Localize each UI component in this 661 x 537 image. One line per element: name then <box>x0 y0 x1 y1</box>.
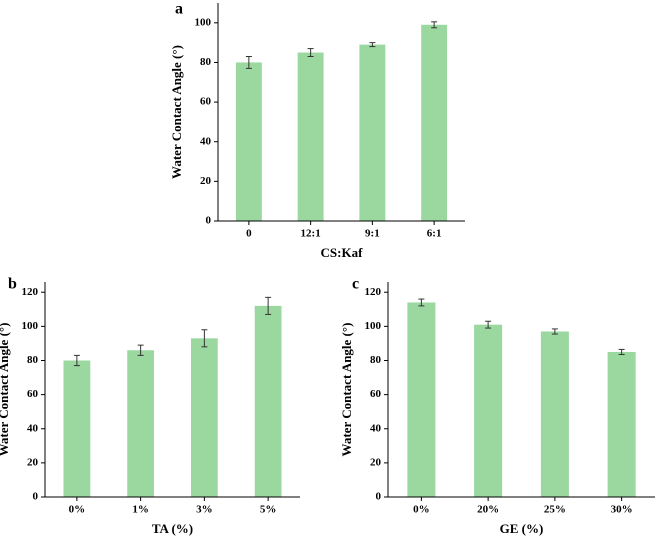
x-axis-label: CS:Kaf <box>321 245 364 260</box>
y-tick-label: 20 <box>370 456 382 468</box>
y-tick-label: 0 <box>376 491 382 503</box>
y-tick-label: 40 <box>27 422 39 434</box>
bar <box>297 52 324 221</box>
y-axis-label: Water Contact Angle (°) <box>169 45 184 179</box>
x-tick-label: 1% <box>132 504 149 516</box>
bar <box>235 62 262 221</box>
y-tick-label: 120 <box>365 286 382 298</box>
y-tick-label: 60 <box>200 96 212 108</box>
y-tick-label: 20 <box>27 456 39 468</box>
y-tick-label: 60 <box>27 388 39 400</box>
bar <box>359 44 386 222</box>
y-tick-label: 20 <box>200 175 212 187</box>
bar <box>407 302 436 497</box>
bar <box>474 324 503 497</box>
bar <box>63 360 91 497</box>
y-tick-label: 80 <box>200 56 212 68</box>
x-tick-label: 25% <box>544 504 566 516</box>
bar <box>190 338 218 497</box>
y-axis-label: Water Contact Angle (°) <box>0 323 11 457</box>
y-tick-label: 0 <box>33 491 39 503</box>
y-tick-label: 40 <box>370 422 382 434</box>
bar <box>421 24 448 221</box>
bar <box>540 331 569 497</box>
x-tick-label: 20% <box>477 504 499 516</box>
x-tick-label: 9:1 <box>365 228 380 240</box>
x-tick-label: 30% <box>611 504 633 516</box>
x-tick-label: 0% <box>413 504 430 516</box>
y-tick-label: 100 <box>195 16 212 28</box>
bar <box>254 305 282 497</box>
y-tick-label: 40 <box>200 135 212 147</box>
y-tick-label: 0 <box>206 215 212 227</box>
panel-label: b <box>8 276 17 293</box>
y-tick-label: 100 <box>22 320 39 332</box>
panel-label: c <box>352 276 359 293</box>
y-tick-label: 80 <box>370 354 382 366</box>
x-tick-label: 0% <box>69 504 86 516</box>
x-axis-label: GE (%) <box>500 521 544 536</box>
x-tick-label: 12:1 <box>301 228 321 240</box>
y-tick-label: 120 <box>22 286 39 298</box>
x-tick-label: 0 <box>246 228 252 240</box>
x-tick-label: 3% <box>196 504 213 516</box>
y-tick-label: 60 <box>370 388 382 400</box>
x-axis-label: TA (%) <box>152 521 193 536</box>
y-tick-label: 80 <box>27 354 39 366</box>
bar <box>127 350 155 497</box>
y-axis-label: Water Contact Angle (°) <box>339 323 354 457</box>
x-tick-label: 6:1 <box>427 228 442 240</box>
y-tick-label: 100 <box>365 320 382 332</box>
panel-label: a <box>175 1 183 18</box>
bar <box>607 351 636 497</box>
x-tick-label: 5% <box>260 504 277 516</box>
